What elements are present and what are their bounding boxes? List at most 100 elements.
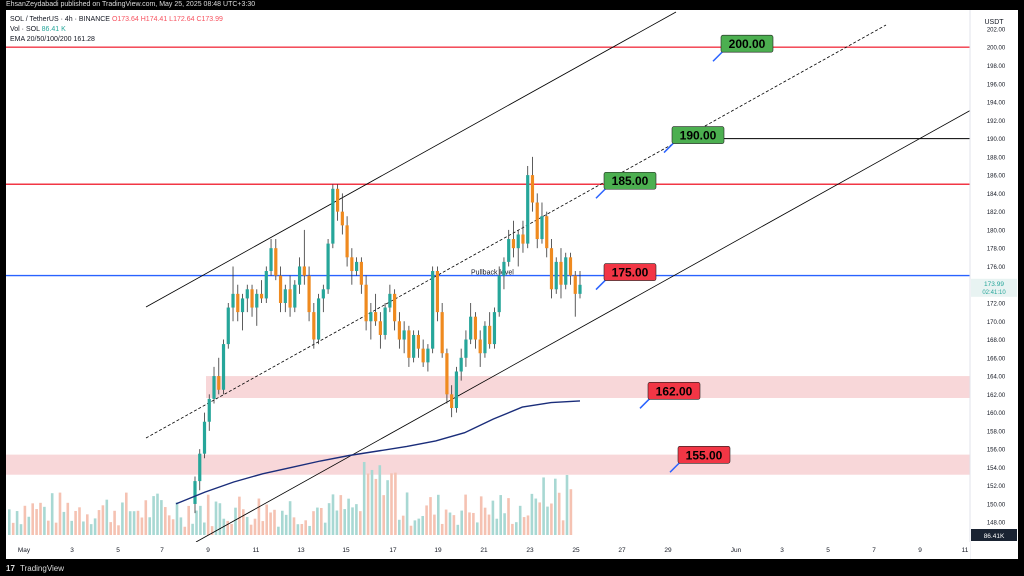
volume-bar — [93, 518, 97, 535]
price-label-box[interactable] — [647, 382, 701, 400]
volume-bar — [117, 525, 120, 535]
candle-body — [388, 293, 392, 308]
x-tick-label: 5 — [826, 547, 830, 554]
volume-bar — [343, 509, 346, 535]
volume-last-tag — [971, 529, 1017, 541]
volume-bar — [515, 522, 518, 535]
candle-body — [369, 312, 373, 322]
price-label-box[interactable] — [671, 126, 725, 144]
y-tick-label: 166.00 — [987, 356, 1006, 362]
price-label-185: 185.00 — [612, 174, 649, 188]
volume-bar — [448, 512, 452, 535]
volume-bar — [284, 514, 288, 535]
x-tick-label: 9 — [206, 547, 210, 554]
volume-bar — [86, 514, 89, 535]
x-axis-panel[interactable] — [6, 542, 970, 559]
volume-bar — [121, 502, 124, 535]
volume-bar — [405, 492, 409, 535]
candle-body — [278, 275, 283, 303]
candle-body — [231, 293, 235, 308]
candle-body — [207, 398, 211, 422]
tradingview-footer: 17 TradingView — [0, 562, 1024, 576]
y-tick-label: 168.00 — [987, 338, 1006, 344]
candle-body — [264, 271, 268, 299]
volume-bar — [230, 524, 233, 535]
y-tick-label: 156.00 — [987, 448, 1006, 454]
candle-body — [359, 261, 363, 285]
volume-label[interactable]: Vol · SOL — [10, 26, 40, 33]
volume-value: 86.41 K — [41, 26, 66, 33]
volume-bar — [460, 510, 463, 535]
price-label-box[interactable] — [603, 263, 657, 281]
volume-bar — [526, 515, 530, 535]
volume-bar — [472, 512, 475, 535]
candle-body — [331, 188, 335, 244]
candle-body — [421, 348, 425, 363]
price-label-box[interactable] — [720, 34, 774, 53]
volume-bar — [273, 509, 276, 535]
y-tick-label: 160.00 — [987, 411, 1006, 417]
volume-bar — [378, 465, 382, 535]
price-chart[interactable]: Pullback level 200.00 190.00 185.00 175.00 16… — [6, 10, 1018, 559]
ema-200-line — [175, 400, 581, 505]
candle-body — [469, 316, 473, 340]
x-tick-label: 5 — [116, 547, 120, 554]
candle-body — [297, 266, 302, 285]
x-tick-label: 19 — [434, 547, 442, 554]
volume-bar — [464, 494, 467, 535]
y-tick-label: 202.00 — [987, 27, 1006, 33]
volume-bar — [401, 515, 405, 535]
volume-bar — [261, 521, 265, 535]
volume-bar — [320, 507, 323, 535]
volume-bar — [234, 507, 237, 535]
ohlc-low: L172.64 — [169, 16, 195, 23]
volume-bar — [23, 505, 27, 535]
x-tick-label: 17 — [389, 547, 397, 554]
volume-bar — [308, 525, 311, 535]
volume-bar — [327, 503, 331, 535]
volume-bar — [374, 478, 378, 535]
candle-body — [545, 216, 549, 249]
volume-bar — [164, 507, 167, 535]
last-price-value: 173.99 — [984, 281, 1004, 288]
volume-bar — [550, 503, 553, 535]
candle-body — [431, 271, 435, 349]
volume-bar — [440, 523, 444, 535]
y-tick-label: 180.00 — [987, 228, 1006, 234]
channel-upper-line — [145, 11, 677, 308]
candle-body — [502, 261, 506, 276]
volume-bar — [351, 507, 354, 535]
candle-body — [383, 307, 387, 335]
candle-body — [288, 289, 292, 308]
candle-body — [274, 248, 278, 276]
y-tick-label: 194.00 — [987, 101, 1006, 107]
symbol-name[interactable]: SOL / TetherUS · 4h · BINANCE — [10, 16, 110, 23]
support-zone-155 — [206, 454, 970, 475]
chart-panel[interactable]: Pullback level 200.00 190.00 185.00 175.00 16… — [6, 10, 1018, 559]
candle-body — [364, 284, 368, 322]
volume-bar — [191, 523, 194, 535]
volume-bar — [281, 510, 284, 535]
price-label-box[interactable] — [603, 171, 657, 190]
y-tick-label: 152.00 — [987, 484, 1006, 490]
x-tick-label: 9 — [918, 547, 922, 554]
volume-bar — [277, 526, 280, 535]
volume-bar — [370, 469, 374, 535]
candle-body — [440, 312, 444, 354]
price-label-box[interactable] — [677, 445, 731, 464]
volume-bar — [269, 512, 272, 535]
candle-body — [402, 330, 406, 340]
candle-body — [426, 348, 430, 363]
volume-bar — [97, 510, 101, 535]
candle-body — [350, 257, 354, 272]
volume-legend: Vol · SOL 86.41 K — [10, 25, 66, 34]
candle-body — [259, 293, 264, 299]
ema-label[interactable]: EMA 20/50/100/200 — [10, 36, 72, 43]
volume-bar — [82, 521, 85, 535]
candle-body — [559, 261, 563, 285]
plot-area[interactable] — [6, 10, 970, 559]
volume-bar — [487, 514, 491, 535]
candle-body — [478, 339, 482, 354]
candle-body — [412, 334, 416, 358]
x-tick-label: May — [18, 547, 31, 554]
